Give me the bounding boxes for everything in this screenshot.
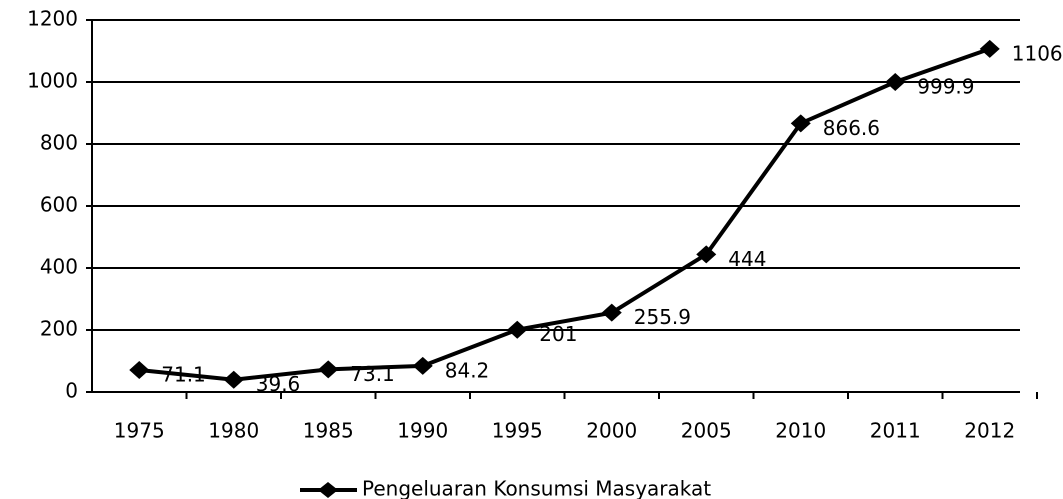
marker [696, 245, 717, 264]
marker [412, 356, 433, 375]
series-line [139, 47, 991, 382]
data-label: 71.1 [161, 362, 206, 386]
marker [885, 73, 906, 92]
marker [979, 39, 1000, 58]
x-tick-label: 2000 [586, 419, 637, 443]
marker [129, 360, 150, 379]
data-label: 39.6 [256, 372, 301, 396]
x-tick-label: 1975 [114, 419, 165, 443]
marker [318, 360, 339, 379]
y-tick-label: 600 [40, 193, 78, 217]
data-label: 1106.8 [1012, 41, 1063, 65]
marker [790, 114, 811, 133]
y-tick-label: 200 [40, 317, 78, 341]
y-tick-label: 800 [40, 131, 78, 155]
y-tick-label: 400 [40, 255, 78, 279]
data-label: 201 [539, 322, 577, 346]
marker [601, 303, 622, 322]
y-tick-label: 0 [65, 379, 78, 403]
legend-marker [318, 482, 338, 498]
data-label: 73.1 [350, 362, 395, 386]
x-tick-label: 2011 [870, 419, 921, 443]
marker [507, 320, 528, 339]
data-label: 255.9 [634, 305, 691, 329]
y-tick-label: 1000 [27, 69, 78, 93]
x-tick-label: 1990 [397, 419, 448, 443]
marker [223, 370, 244, 389]
data-label: 84.2 [445, 358, 490, 382]
y-tick-label: 1200 [27, 7, 78, 31]
data-label: 444 [728, 247, 766, 271]
x-tick-label: 1995 [492, 419, 543, 443]
x-tick-label: 2010 [775, 419, 826, 443]
x-tick-label: 1985 [303, 419, 354, 443]
data-label: 866.6 [823, 116, 880, 140]
data-label: 999.9 [917, 75, 974, 99]
x-tick-label: 1980 [208, 419, 259, 443]
x-tick-label: 2005 [681, 419, 732, 443]
x-tick-label: 2012 [964, 419, 1015, 443]
legend-label: Pengeluaran Konsumsi Masyarakat [362, 477, 711, 499]
